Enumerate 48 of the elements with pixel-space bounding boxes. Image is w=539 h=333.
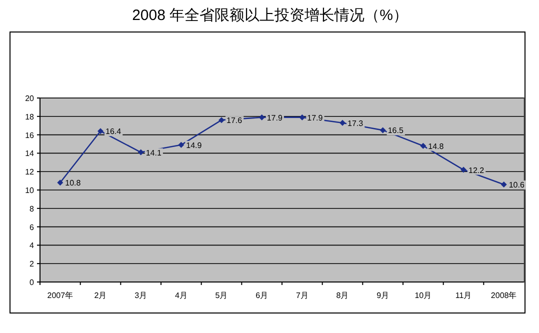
y-tick-label: 0 (30, 278, 35, 287)
y-tick-label: 2 (30, 260, 35, 269)
data-label: 12.2 (468, 166, 485, 175)
y-tick-label: 4 (30, 241, 35, 250)
x-tick-label: 8月 (336, 291, 349, 300)
point (460, 166, 466, 173)
x-tick-label: 9月 (376, 291, 390, 300)
point (218, 117, 224, 124)
data-label: 17.9 (307, 113, 324, 122)
x-tick-label: 11月 (455, 291, 472, 300)
data-label: 17.3 (348, 118, 364, 128)
x-tick-label: 4月 (174, 291, 188, 300)
y-tick-label: 16 (25, 130, 35, 140)
point (138, 149, 144, 156)
data-label: 14.9 (186, 140, 202, 150)
chart-title: 2008 年全省限额以上投资增长情况（%） (132, 7, 408, 24)
x-tick-label: 2007年 (47, 291, 74, 300)
x-tick-label: 6月 (256, 291, 268, 300)
point (57, 180, 64, 186)
point (299, 114, 306, 120)
point (258, 114, 265, 120)
x-tick-label: 10月 (414, 291, 432, 300)
y-tick-label: 10 (25, 186, 35, 195)
x-tick-label: 5月 (215, 291, 228, 300)
y-tick-label: 18 (25, 112, 35, 122)
data-label: 10.6 (508, 180, 525, 190)
point (380, 127, 386, 134)
x-tick-label: 7月 (296, 291, 308, 300)
point (178, 142, 184, 148)
data-label: 14.1 (146, 148, 162, 158)
y-tick-label: 6 (30, 222, 35, 232)
data-label: 17.9 (266, 113, 283, 122)
y-tick-label: 8 (30, 204, 35, 214)
y-tick-label: 14 (25, 149, 35, 158)
data-label: 14.8 (428, 142, 444, 151)
y-tick-label: 12 (25, 168, 35, 177)
data-label: 16.5 (388, 126, 404, 136)
point (340, 120, 346, 126)
point (98, 128, 104, 134)
y-tick-label: 20 (25, 94, 35, 103)
x-tick-label: 2008年 (490, 291, 517, 300)
data-label: 16.4 (106, 127, 122, 136)
point (420, 142, 426, 149)
x-tick-label: 3月 (134, 291, 148, 300)
point (500, 181, 507, 188)
data-label: 17.6 (226, 116, 243, 126)
x-tick-label: 2月 (94, 291, 107, 300)
data-label: 10.8 (65, 178, 82, 188)
